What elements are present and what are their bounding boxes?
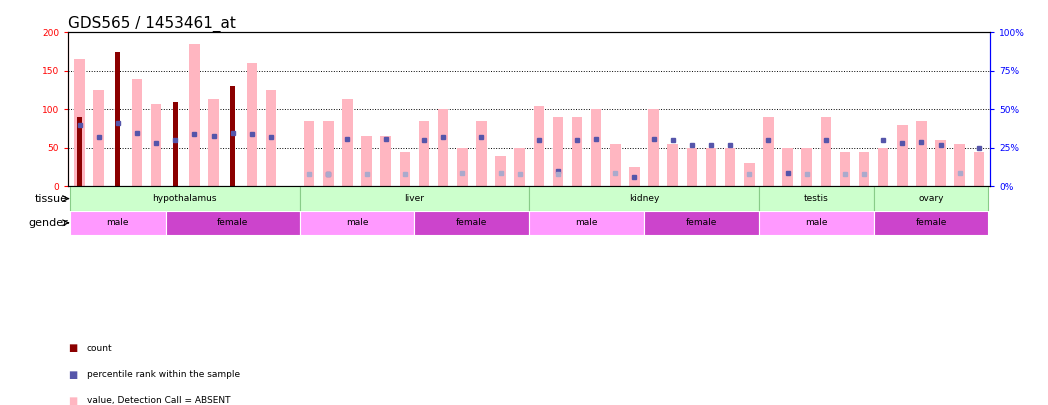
Bar bbox=[414, 211, 529, 235]
Bar bbox=[166, 211, 300, 235]
Bar bbox=[744, 163, 755, 186]
Text: tissue: tissue bbox=[35, 194, 68, 204]
Bar bbox=[572, 117, 583, 186]
Bar bbox=[173, 102, 178, 186]
Text: count: count bbox=[87, 344, 112, 353]
Bar bbox=[132, 79, 143, 186]
Bar bbox=[874, 211, 988, 235]
Text: ovary: ovary bbox=[918, 194, 944, 203]
Text: female: female bbox=[456, 218, 487, 227]
Bar bbox=[897, 125, 908, 186]
Bar bbox=[858, 152, 870, 186]
Bar bbox=[668, 144, 678, 186]
Bar bbox=[151, 104, 161, 186]
Bar bbox=[529, 211, 645, 235]
Bar bbox=[246, 63, 257, 186]
Text: percentile rank within the sample: percentile rank within the sample bbox=[87, 370, 240, 379]
Bar bbox=[591, 109, 602, 186]
Bar bbox=[399, 152, 410, 186]
Bar bbox=[725, 148, 736, 186]
Bar bbox=[955, 144, 965, 186]
Text: GDS565 / 1453461_at: GDS565 / 1453461_at bbox=[68, 16, 236, 32]
Text: male: male bbox=[107, 218, 129, 227]
Bar bbox=[362, 136, 372, 186]
Bar bbox=[839, 152, 850, 186]
Bar bbox=[209, 99, 219, 186]
Bar bbox=[936, 140, 946, 186]
Text: male: male bbox=[575, 218, 598, 227]
Bar bbox=[782, 148, 792, 186]
Bar bbox=[300, 186, 529, 211]
Bar bbox=[878, 148, 889, 186]
Bar bbox=[115, 52, 121, 186]
Bar bbox=[496, 156, 506, 186]
Bar bbox=[300, 211, 414, 235]
Text: gender: gender bbox=[28, 218, 68, 228]
Bar bbox=[74, 60, 85, 186]
Bar bbox=[266, 90, 277, 186]
Bar bbox=[802, 148, 812, 186]
Bar bbox=[645, 211, 759, 235]
Text: ■: ■ bbox=[68, 396, 78, 405]
Text: male: male bbox=[805, 218, 828, 227]
Text: value, Detection Call = ABSENT: value, Detection Call = ABSENT bbox=[87, 396, 231, 405]
Bar bbox=[189, 44, 200, 186]
Bar bbox=[759, 186, 874, 211]
Bar bbox=[323, 121, 333, 186]
Bar bbox=[304, 121, 314, 186]
Bar bbox=[686, 148, 697, 186]
Bar bbox=[70, 211, 166, 235]
Bar bbox=[419, 121, 430, 186]
Text: male: male bbox=[346, 218, 368, 227]
Text: female: female bbox=[915, 218, 946, 227]
Text: kidney: kidney bbox=[629, 194, 659, 203]
Bar bbox=[476, 121, 486, 186]
Bar bbox=[93, 90, 104, 186]
Bar bbox=[629, 167, 639, 186]
Bar bbox=[874, 186, 988, 211]
Bar bbox=[759, 211, 874, 235]
Bar bbox=[533, 106, 544, 186]
Bar bbox=[380, 136, 391, 186]
Text: female: female bbox=[217, 218, 248, 227]
Bar bbox=[705, 148, 716, 186]
Text: hypothalamus: hypothalamus bbox=[153, 194, 217, 203]
Bar bbox=[916, 121, 926, 186]
Text: female: female bbox=[685, 218, 717, 227]
Bar bbox=[438, 109, 449, 186]
Text: ■: ■ bbox=[68, 343, 78, 353]
Bar bbox=[457, 148, 467, 186]
Bar bbox=[231, 86, 235, 186]
Bar bbox=[552, 117, 563, 186]
Text: ■: ■ bbox=[68, 370, 78, 379]
Bar bbox=[70, 186, 300, 211]
Bar bbox=[515, 148, 525, 186]
Bar bbox=[763, 117, 773, 186]
Text: liver: liver bbox=[405, 194, 424, 203]
Bar bbox=[78, 117, 82, 186]
Text: testis: testis bbox=[804, 194, 829, 203]
Bar bbox=[821, 117, 831, 186]
Bar bbox=[649, 109, 659, 186]
Bar bbox=[974, 152, 984, 186]
Bar bbox=[529, 186, 759, 211]
Bar bbox=[343, 99, 353, 186]
Bar bbox=[610, 144, 620, 186]
